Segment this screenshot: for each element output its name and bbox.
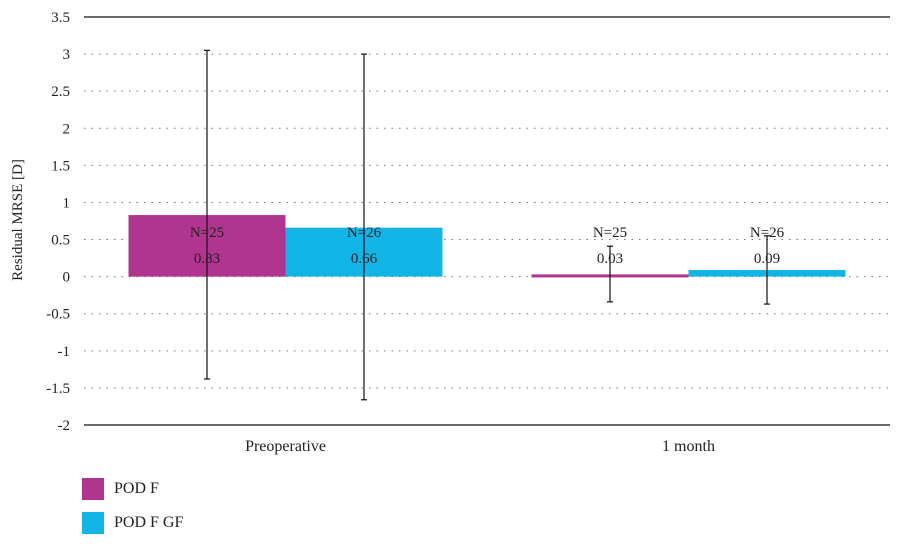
n-label: N=26 xyxy=(347,225,382,241)
y-tick-label: 2 xyxy=(63,121,71,137)
y-tick-label: 0.5 xyxy=(51,233,70,249)
value-label: 0.03 xyxy=(597,251,623,267)
legend-swatch-pod-f xyxy=(82,478,104,500)
bar-chart: 3.5 3 2.5 2 1.5 1 0.5 0 -0.5 -1 -1.5 -2 Residual MR… xyxy=(10,10,890,455)
x-axis-categories: Preoperative 1 month xyxy=(245,438,715,455)
value-label: 0.83 xyxy=(194,251,220,267)
y-tick-label: 0 xyxy=(63,270,71,286)
y-tick-label: 1.5 xyxy=(51,158,70,174)
bars xyxy=(128,215,846,278)
y-tick-label: 2.5 xyxy=(51,84,70,100)
y-tick-label: -2 xyxy=(58,418,71,434)
value-label: 0.09 xyxy=(754,251,780,267)
category-label: Preoperative xyxy=(245,438,326,455)
y-tick-label: -1.5 xyxy=(46,381,70,397)
legend-label-pod-f-gf: POD F GF xyxy=(114,514,184,531)
error-bars xyxy=(204,49,770,401)
y-tick-label: 3 xyxy=(63,47,71,63)
legend-item-pod-f-gf: POD F GF xyxy=(82,512,183,534)
n-label: N=25 xyxy=(190,225,224,241)
y-axis-label: Residual MRSE [D] xyxy=(10,159,26,281)
legend-label-pod-f: POD F xyxy=(114,480,159,497)
legend-swatch-pod-f-gf xyxy=(82,512,104,534)
legend: POD F POD F GF xyxy=(82,478,183,546)
data-labels: N=25 0.83 N=26 0.66 N=25 0.03 N=26 0.09 xyxy=(190,225,785,267)
category-label: 1 month xyxy=(662,438,715,455)
y-axis-ticks: 3.5 3 2.5 2 1.5 1 0.5 0 -0.5 -1 -1.5 -2 xyxy=(46,10,70,434)
value-label: 0.66 xyxy=(351,251,378,267)
n-label: N=25 xyxy=(593,225,627,241)
n-label: N=26 xyxy=(750,225,785,241)
legend-item-pod-f: POD F xyxy=(82,478,183,500)
y-tick-label: 3.5 xyxy=(51,10,70,26)
y-tick-label: -1 xyxy=(58,344,71,360)
y-tick-label: 1 xyxy=(63,195,71,211)
y-tick-label: -0.5 xyxy=(46,307,70,323)
